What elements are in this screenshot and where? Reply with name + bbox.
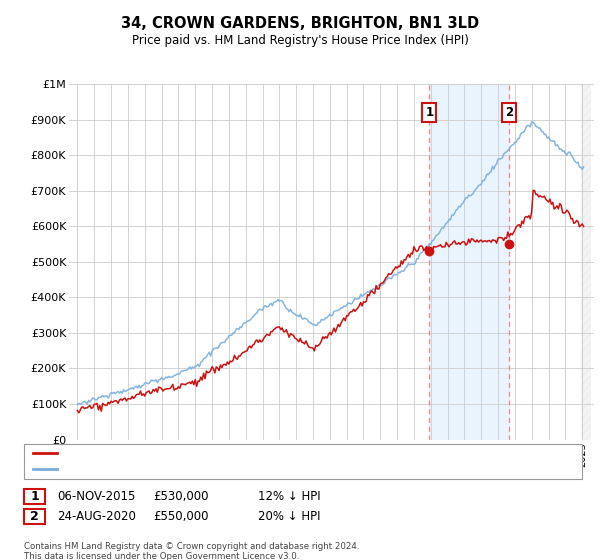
Text: 34, CROWN GARDENS, BRIGHTON, BN1 3LD: 34, CROWN GARDENS, BRIGHTON, BN1 3LD [121,16,479,31]
Text: 2: 2 [30,510,39,524]
Bar [430,84,509,440]
Text: 34, CROWN GARDENS, BRIGHTON, BN1 3LD (detached house): 34, CROWN GARDENS, BRIGHTON, BN1 3LD (de… [63,448,404,458]
Text: Price paid vs. HM Land Registry's House Price Index (HPI): Price paid vs. HM Land Registry's House … [131,34,469,47]
Bar [581,84,590,440]
Text: £530,000: £530,000 [153,490,209,503]
Text: 06-NOV-2015: 06-NOV-2015 [57,490,136,503]
Text: HPI: Average price, detached house, Brighton and Hove: HPI: Average price, detached house, Brig… [63,464,368,474]
Text: 1: 1 [425,106,433,119]
Text: Contains HM Land Registry data © Crown copyright and database right 2024.
This d: Contains HM Land Registry data © Crown c… [24,542,359,560]
Text: 20% ↓ HPI: 20% ↓ HPI [258,510,320,524]
Text: £550,000: £550,000 [153,510,209,524]
Text: 24-AUG-2020: 24-AUG-2020 [57,510,136,524]
Text: 12% ↓ HPI: 12% ↓ HPI [258,490,320,503]
Text: 1: 1 [30,490,39,503]
Text: 2: 2 [505,106,514,119]
